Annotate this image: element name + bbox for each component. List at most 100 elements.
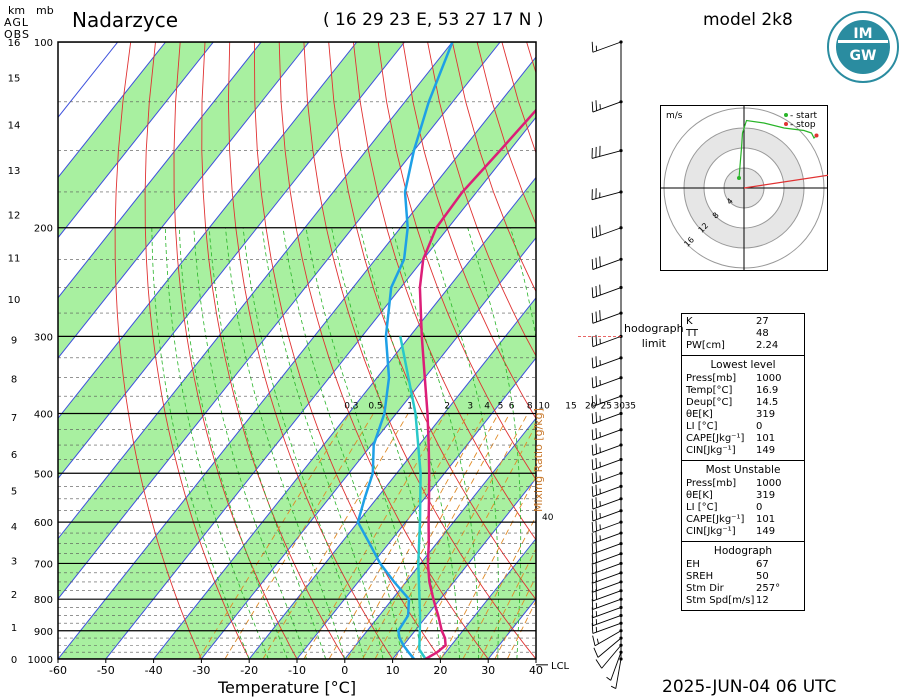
svg-text:GW: GW [850, 48, 877, 64]
wind-barb [592, 532, 622, 544]
wind-barb-flag [591, 543, 594, 554]
wind-barb-flag [591, 590, 594, 601]
height-tick-label: 13 [8, 166, 21, 177]
wind-barb-flag [595, 542, 598, 553]
wind-barb-flag [599, 310, 601, 321]
stat-value: 101 [756, 433, 776, 444]
wind-barb-flag [591, 572, 594, 584]
wind-barb [592, 622, 622, 634]
stat-value: 149 [756, 526, 776, 537]
pressure-tick-label: 300 [34, 332, 53, 343]
pressure-tick-label: 900 [34, 627, 53, 638]
obs-label: OBS [4, 28, 30, 41]
height-tick-label: 10 [8, 295, 21, 306]
mixing-ratio-line [347, 413, 486, 659]
stat-row: CAPE[Jkg⁻¹] 101 [686, 433, 800, 445]
stat-value: 67 [756, 559, 769, 570]
most-unstable-title: Most Unstable [705, 464, 781, 476]
mb-axis-header: mb [36, 4, 54, 17]
stat-value: 0 [756, 421, 763, 432]
wind-barb-flag [591, 227, 594, 239]
mixing-ratio-label: 5 [498, 401, 504, 411]
wind-barb-flag [595, 580, 598, 591]
wind-barb-flag [595, 457, 598, 469]
wind-barb-flag [595, 571, 598, 582]
wind-barb-flag [599, 256, 601, 267]
wind-barb-flag [591, 413, 594, 424]
wind-barb [592, 581, 622, 593]
temperature-tick-label: -60 [49, 664, 67, 677]
wind-barb [592, 543, 622, 555]
wind-barb [592, 472, 622, 484]
stat-label: CAPE[Jkg⁻¹] [686, 433, 745, 444]
wind-barb-flag [591, 581, 594, 593]
isotherm-line [58, 42, 166, 179]
wind-barb-flag [591, 521, 594, 533]
mixing-ratio-line [494, 575, 536, 659]
svg-text:IM: IM [853, 26, 872, 42]
plot-area [58, 42, 536, 659]
height-tick-label: 1 [11, 623, 17, 634]
height-tick-label: 14 [8, 121, 21, 132]
wind-barb-flag [599, 224, 601, 236]
hodograph-trace [738, 119, 817, 179]
height-tick-label: 3 [11, 556, 17, 567]
wind-barb [592, 335, 622, 348]
hodograph-legend-dot [784, 113, 788, 117]
mixing-ratio-label: 3 [467, 401, 473, 411]
wind-barb [592, 101, 622, 113]
wind-barb-flag [595, 497, 598, 508]
isotherm-line [105, 116, 536, 659]
stat-row: Press[mb] 1000 [686, 373, 800, 385]
moist-adiabat [242, 227, 365, 659]
wind-barb-flag [591, 41, 594, 53]
stat-value: 27 [756, 316, 769, 327]
wind-barb-flag [591, 532, 594, 544]
mixing-ratio-label: 15 [565, 401, 576, 411]
wind-barb-flag [591, 259, 594, 270]
stat-row: EH 67 [686, 559, 800, 571]
mixing-ratio-label: 20 [585, 401, 597, 411]
wind-barb-flag [595, 659, 603, 669]
stat-value: 50 [756, 571, 769, 582]
pressure-tick-label: 700 [34, 559, 53, 570]
stat-row: Deup[°C] 14.5 [686, 397, 800, 409]
temperature-tick-label: -40 [145, 664, 163, 677]
mixing-ratio-line [362, 413, 499, 659]
wind-barb [592, 429, 622, 441]
wind-barb-flag [595, 443, 598, 454]
moist-adiabat [359, 227, 460, 659]
wind-barb-point [619, 190, 623, 194]
stat-value: 16.9 [756, 385, 779, 396]
mixing-ratio-label: 0.3 [344, 401, 358, 411]
wind-barb-point [619, 149, 623, 153]
stat-label: Deup[°C] [686, 397, 733, 408]
hodograph-ring-label: 4 [725, 196, 735, 206]
wind-barb-flag [593, 647, 599, 658]
moist-adiabat [164, 227, 269, 659]
temperature-curve [418, 108, 536, 659]
mixing-ratio-label: 0.5 [368, 401, 382, 411]
moist-adiabat [208, 227, 327, 659]
storm-motion-vector [743, 174, 828, 189]
height-tick-label: 5 [11, 486, 17, 497]
wind-barb-flag [595, 285, 598, 297]
wind-barb-flag [591, 498, 594, 510]
hodograph-legend-dot [784, 122, 788, 126]
isotherm-line [58, 42, 262, 299]
isotherm-line [344, 417, 536, 659]
stat-label: PW[cm] [686, 340, 725, 351]
height-tick-label: 15 [8, 73, 21, 84]
mixing-ratio-label: 2 [444, 401, 450, 411]
wind-barb [591, 150, 622, 159]
wind-barb-flag [595, 334, 598, 346]
wind-barb-half [596, 638, 599, 644]
stat-label: K [686, 316, 693, 327]
mixing-ratio-line [394, 413, 529, 659]
height-tick-label: 8 [11, 375, 17, 386]
lowest-level-title: Lowest level [710, 359, 776, 371]
mixing-ratio-label: 25 [601, 401, 612, 411]
wind-barb [615, 658, 622, 689]
stat-row: LI [°C] 0 [686, 502, 800, 514]
stat-label: CIN[Jkg⁻¹] [686, 526, 736, 537]
